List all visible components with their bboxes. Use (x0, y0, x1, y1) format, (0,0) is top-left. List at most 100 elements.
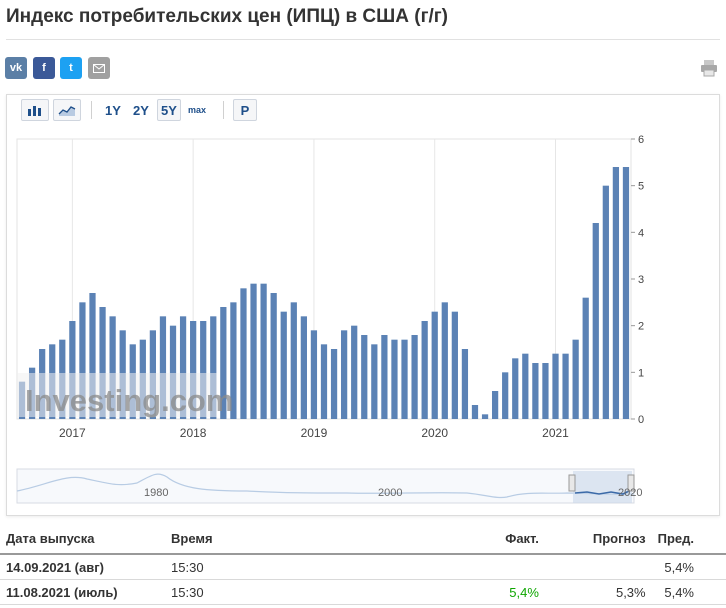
data-bar[interactable] (512, 358, 519, 419)
page-title: Индекс потребительских цен (ИПЦ) в США (… (6, 6, 449, 27)
navigator-selection[interactable] (573, 471, 632, 503)
time-cell: 15:30 (165, 554, 422, 580)
data-bar[interactable] (109, 316, 116, 419)
email-share-button[interactable] (88, 57, 110, 79)
printer-icon[interactable] (700, 59, 718, 77)
header-previous: Пред. (651, 523, 726, 555)
data-bar[interactable] (260, 283, 267, 419)
data-bar[interactable] (361, 335, 368, 419)
y-tick-label: 4 (638, 227, 644, 239)
release-date-cell: 11.08.2021 (июль) (0, 579, 166, 605)
data-bar[interactable] (502, 372, 509, 419)
navigator-label-2000: 2000 (378, 487, 402, 499)
forecast-cell (544, 554, 652, 580)
header-actual: Факт. (421, 523, 545, 555)
data-bar[interactable] (200, 321, 207, 419)
data-bar[interactable] (210, 316, 217, 419)
header-forecast: Прогноз (544, 523, 652, 555)
range-2y-button[interactable]: 2Y (133, 102, 149, 118)
envelope-icon (93, 63, 105, 73)
data-bar[interactable] (290, 302, 297, 419)
data-bar[interactable] (612, 167, 620, 419)
data-bar[interactable] (270, 293, 277, 419)
facebook-share-button[interactable]: f (33, 57, 55, 79)
data-bar[interactable] (320, 344, 328, 419)
navigator-label-1980: 1980 (144, 487, 168, 499)
data-bar[interactable] (280, 311, 287, 419)
table-row: 11.08.2021 (июль) 15:30 5,4% 5,3% 5,4% (0, 579, 726, 605)
data-bar[interactable] (522, 353, 529, 419)
range-5y-button[interactable]: 5Y (157, 99, 181, 121)
area-chart-toggle[interactable] (53, 99, 81, 121)
cpi-bar-chart: 0 1 2 3 4 5 6 2017 2018 2019 2020 2021 Investing.c… (16, 134, 644, 504)
x-tick-label: 2020 (421, 426, 448, 440)
navigator[interactable]: 1980 2000 2020 (16, 468, 642, 504)
header-release-date: Дата выпуска (0, 523, 166, 555)
data-bar[interactable] (461, 349, 469, 419)
time-cell: 15:30 (165, 579, 422, 605)
data-bar[interactable] (562, 353, 569, 419)
data-bar[interactable] (451, 311, 458, 419)
data-bar[interactable] (582, 297, 589, 419)
data-bar[interactable] (341, 330, 348, 419)
data-bar[interactable] (250, 283, 257, 419)
data-bar[interactable] (169, 325, 177, 419)
data-bar[interactable] (220, 307, 227, 419)
bar-chart-icon (28, 106, 41, 116)
data-bar[interactable] (381, 335, 388, 419)
navigator-label-2020: 2020 (618, 487, 642, 499)
data-bar[interactable] (230, 302, 237, 419)
data-bar[interactable] (572, 339, 579, 419)
data-bar[interactable] (602, 185, 609, 419)
header-time: Время (165, 523, 422, 555)
twitter-share-button[interactable]: t (60, 57, 82, 79)
range-max-button[interactable]: max (187, 105, 206, 115)
watermark-backdrop (17, 373, 217, 417)
data-bar[interactable] (552, 353, 559, 419)
data-bar[interactable] (371, 344, 378, 419)
data-bar[interactable] (69, 321, 76, 419)
data-bar[interactable] (99, 307, 106, 419)
y-tick-label: 0 (638, 414, 644, 426)
data-bar[interactable] (190, 321, 197, 419)
p-mode-button[interactable]: P (233, 99, 257, 121)
y-tick-label: 2 (638, 321, 644, 333)
vk-share-button[interactable]: vk (5, 57, 27, 79)
navigator-left-handle[interactable] (568, 474, 576, 492)
data-bar[interactable] (481, 414, 489, 419)
data-bar[interactable] (542, 363, 549, 419)
data-bar[interactable] (411, 335, 418, 419)
data-bar[interactable] (431, 311, 438, 419)
data-bar[interactable] (592, 223, 599, 419)
data-bar[interactable] (159, 316, 167, 419)
data-bar[interactable] (351, 325, 358, 419)
y-tick-label: 6 (638, 134, 644, 146)
release-history-table: Дата выпуска Время Факт. Прогноз Пред. 1… (0, 523, 726, 605)
navigator-right-handle[interactable] (627, 474, 635, 492)
data-bar[interactable] (532, 363, 539, 419)
actual-cell: 5,4% (421, 579, 545, 605)
watermark-text: Investing.com (25, 383, 233, 418)
data-bar[interactable] (401, 339, 408, 419)
bar-chart-toggle[interactable] (21, 99, 49, 121)
table-row: 14.09.2021 (авг) 15:30 5,4% (0, 554, 726, 580)
data-bar[interactable] (491, 391, 499, 419)
data-bar[interactable] (89, 293, 96, 419)
data-bar[interactable] (421, 321, 428, 419)
y-tick-label: 5 (638, 181, 644, 193)
data-bar[interactable] (391, 339, 398, 419)
data-bar[interactable] (622, 167, 630, 419)
data-bar[interactable] (310, 330, 318, 419)
data-bar[interactable] (471, 405, 479, 419)
chart-container: 1Y 2Y 5Y max P 0 1 2 3 4 5 6 2017 2018 2019 2020 2… (6, 94, 720, 516)
data-bar[interactable] (330, 349, 338, 419)
data-bar[interactable] (441, 302, 448, 419)
data-bar[interactable] (240, 288, 247, 419)
x-tick-label: 2019 (301, 426, 328, 440)
toolbar-divider (91, 101, 92, 119)
data-bar[interactable] (79, 302, 86, 419)
data-bar[interactable] (179, 316, 187, 419)
data-bar[interactable] (300, 316, 307, 419)
previous-cell: 5,4% (651, 579, 726, 605)
range-1y-button[interactable]: 1Y (105, 102, 121, 118)
